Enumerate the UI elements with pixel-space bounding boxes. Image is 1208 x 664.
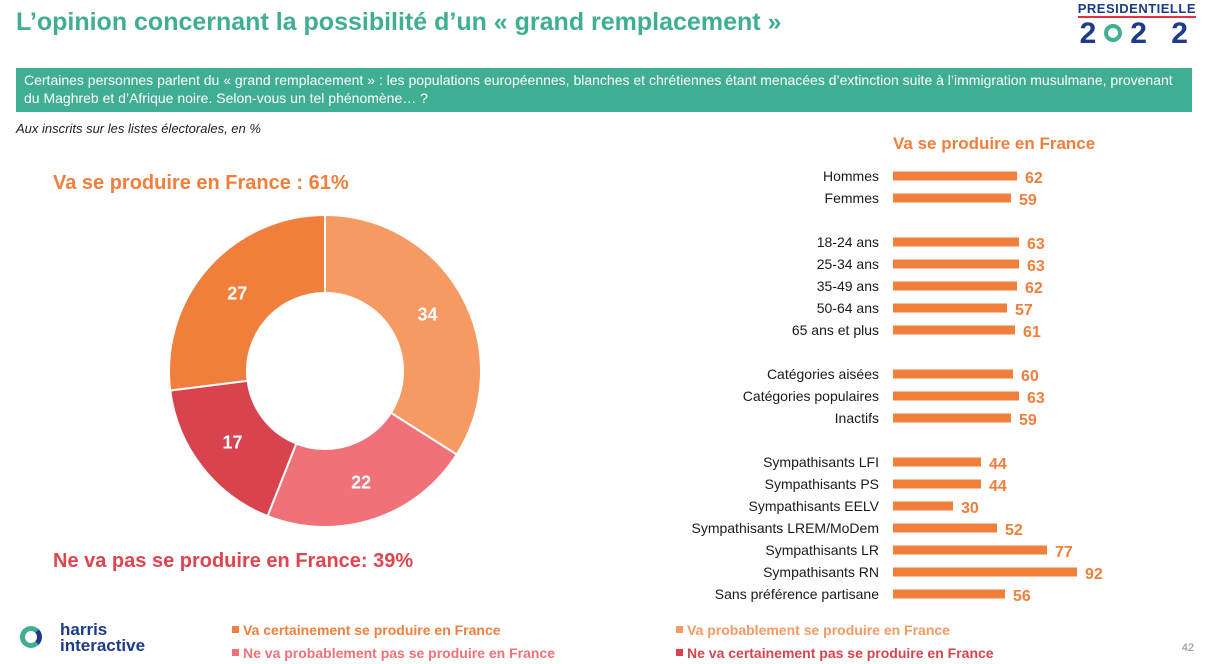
bar-category-label: Catégories populaires (743, 388, 879, 404)
bar-category-label: Catégories aisées (767, 366, 879, 382)
bar-value-label: 63 (1027, 390, 1045, 407)
presidentielle-2022-logo: PRESIDENTIELLE 2 2 2 (1076, 0, 1196, 49)
bar-value-label: 60 (1021, 368, 1039, 385)
bar-value-label: 62 (1025, 280, 1043, 297)
bar-category-label: Inactifs (835, 410, 879, 426)
bar-value-label: 59 (1019, 192, 1037, 209)
bar-value-label: 44 (989, 478, 1007, 495)
bar-category-label: 50-64 ans (817, 300, 879, 316)
legend-swatch (676, 649, 683, 656)
brand-top-text: PRESIDENTIELLE (1077, 1, 1196, 18)
donut-slice-label: 17 (223, 433, 243, 453)
brand-year-left: 2 (1079, 17, 1105, 50)
bar-category-label: Sympathisants LREM/MoDem (691, 520, 879, 536)
bar (893, 589, 1005, 599)
bar (893, 193, 1011, 203)
bar (893, 281, 1017, 291)
bar-category-label: 25-34 ans (817, 256, 879, 272)
bar (893, 523, 997, 533)
subtitle: Aux inscrits sur les listes électorales,… (16, 121, 261, 136)
page-title: L’opinion concernant la possibilité d’un… (16, 8, 782, 36)
bar-value-label: 63 (1027, 258, 1045, 275)
legend-label: Ne va probablement pas se produire en Fr… (243, 645, 555, 661)
bar-category-label: Sympathisants EELV (749, 498, 880, 514)
legend-item-probablement-oui: Va probablement se produire en France (676, 622, 950, 638)
donut-slice (266, 411, 459, 528)
bar-category-label: Sympathisants LR (765, 542, 879, 558)
bar-category-label: 65 ans et plus (792, 322, 879, 338)
bar (893, 303, 1007, 313)
bar-category-label: Sans préférence partisane (715, 586, 879, 602)
page-number: 42 (1181, 642, 1194, 654)
bar-category-label: Hommes (823, 168, 879, 184)
donut-chart: 34 22 17 27 (168, 213, 482, 528)
harris-ring-icon (20, 626, 42, 648)
bar (893, 171, 1017, 181)
bar (893, 501, 953, 511)
bar (893, 413, 1011, 423)
bar-value-label: 52 (1005, 522, 1023, 539)
bar-value-label: 30 (961, 500, 979, 517)
bar-category-label: Sympathisants PS (765, 476, 879, 492)
legend-item-certainement-non: Ne va certainement pas se produire en Fr… (676, 645, 994, 661)
bar-value-label: 63 (1027, 236, 1045, 253)
legend-item-probablement-non: Ne va probablement pas se produire en Fr… (232, 645, 555, 661)
logo-line2: interactive (60, 636, 146, 655)
bar (893, 545, 1047, 555)
bar-value-label: 57 (1015, 302, 1033, 319)
bar (893, 237, 1019, 247)
bar (893, 457, 981, 467)
bar-value-label: 62 (1025, 170, 1043, 187)
bar (893, 325, 1015, 335)
donut-slice (324, 213, 482, 456)
no-total-label: Ne va pas se produire en France: 39% (53, 550, 414, 572)
brand-circle-icon (1104, 24, 1123, 42)
bar-chart: Hommes 62 Femmes 59 18-24 ans 63 25-34 ans 63 35… (691, 168, 1103, 605)
legend-swatch (232, 649, 239, 656)
bar-value-label: 61 (1023, 324, 1041, 341)
bar (893, 259, 1019, 269)
bar-value-label: 44 (989, 456, 1007, 473)
legend-swatch (676, 626, 683, 633)
donut-slice-label: 27 (227, 284, 247, 304)
logo-line1: harris (60, 620, 108, 639)
yes-total-label: Va se produire en France : 61% (53, 172, 349, 194)
legend-label: Va certainement se produire en France (243, 622, 501, 638)
bar-category-label: Femmes (825, 190, 879, 206)
legend-label: Ne va certainement pas se produire en Fr… (687, 645, 994, 661)
donut-slice (169, 379, 298, 518)
legend-swatch (232, 626, 239, 633)
bar (893, 479, 981, 489)
bar-value-label: 92 (1085, 566, 1103, 583)
brand-year: 2 2 2 (1076, 19, 1196, 49)
legend-item-certainement-oui: Va certainement se produire en France (232, 622, 501, 638)
bar-category-label: Sympathisants RN (763, 564, 879, 580)
logo-text: harris interactive (60, 620, 146, 655)
bar-value-label: 56 (1013, 588, 1031, 605)
bar (893, 567, 1077, 577)
legend-label: Va probablement se produire en France (687, 622, 950, 638)
question-banner: Certaines personnes parlent du « grand r… (16, 68, 1192, 112)
bar-chart-title: Va se produire en France (893, 134, 1096, 153)
bar (893, 391, 1019, 401)
brand-year-right: 2 2 (1130, 17, 1196, 50)
donut-slice-label: 34 (418, 305, 438, 325)
bar-value-label: 77 (1055, 544, 1073, 561)
donut-slice (168, 213, 326, 392)
donut-slice-label: 22 (351, 472, 371, 492)
bar (893, 369, 1013, 379)
bar-value-label: 59 (1019, 412, 1037, 429)
bar-category-label: 35-49 ans (817, 278, 879, 294)
bar-category-label: Sympathisants LFI (763, 454, 879, 470)
bar-category-label: 18-24 ans (817, 234, 879, 250)
